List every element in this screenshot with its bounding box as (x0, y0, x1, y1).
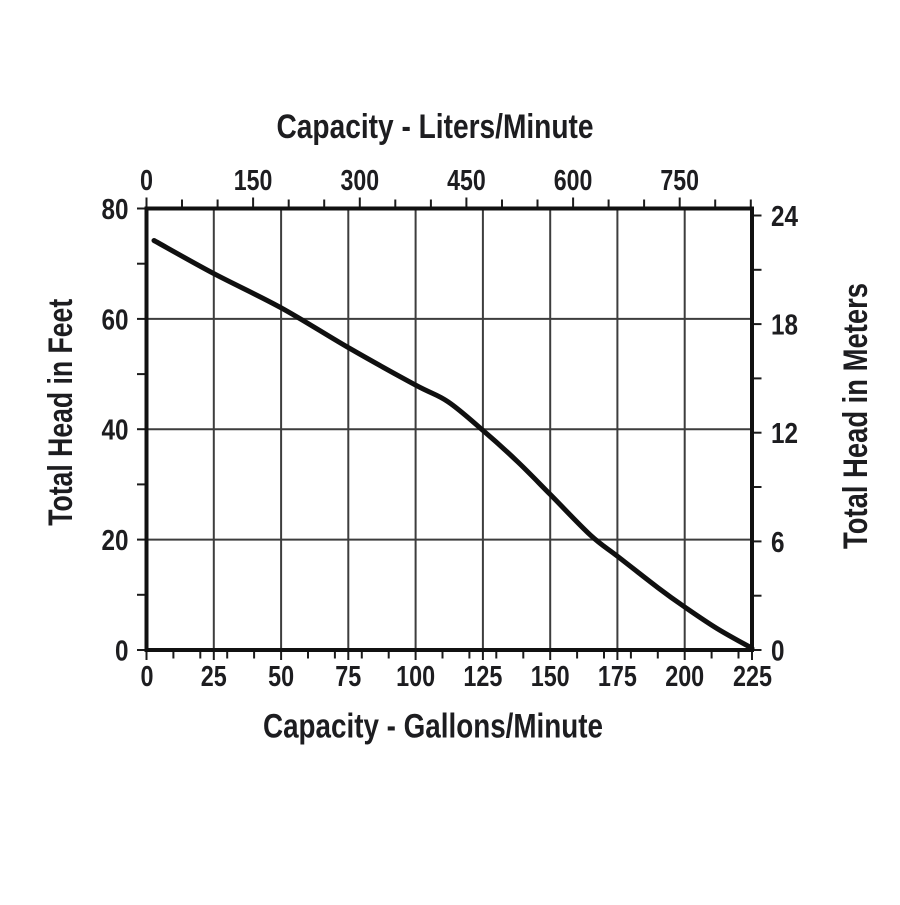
svg-text:Total Head in Feet: Total Head in Feet (42, 299, 80, 526)
svg-text:60: 60 (102, 304, 129, 336)
svg-text:125: 125 (463, 661, 502, 693)
svg-text:200: 200 (665, 661, 704, 693)
svg-text:18: 18 (771, 310, 798, 342)
svg-text:0: 0 (141, 661, 154, 693)
svg-text:40: 40 (102, 415, 129, 447)
svg-text:Capacity - Gallons/Minute: Capacity - Gallons/Minute (263, 708, 603, 746)
svg-text:0: 0 (140, 165, 153, 197)
svg-text:600: 600 (554, 165, 593, 197)
svg-text:75: 75 (335, 661, 361, 693)
svg-text:80: 80 (102, 194, 129, 226)
svg-text:25: 25 (201, 661, 227, 693)
svg-text:750: 750 (660, 165, 699, 197)
svg-text:24: 24 (771, 201, 798, 233)
svg-text:Total Head in Meters: Total Head in Meters (837, 283, 875, 549)
svg-text:12: 12 (771, 418, 798, 450)
svg-text:150: 150 (234, 165, 273, 197)
svg-text:50: 50 (268, 661, 294, 693)
svg-text:175: 175 (598, 661, 637, 693)
svg-text:100: 100 (396, 661, 435, 693)
svg-text:0: 0 (771, 636, 785, 668)
svg-text:0: 0 (115, 636, 129, 668)
svg-text:20: 20 (102, 525, 129, 557)
svg-text:300: 300 (341, 165, 380, 197)
svg-text:150: 150 (531, 661, 570, 693)
svg-text:Capacity - Liters/Minute: Capacity - Liters/Minute (277, 108, 594, 146)
svg-text:6: 6 (771, 527, 785, 559)
svg-text:450: 450 (447, 165, 486, 197)
svg-text:225: 225 (733, 661, 772, 693)
